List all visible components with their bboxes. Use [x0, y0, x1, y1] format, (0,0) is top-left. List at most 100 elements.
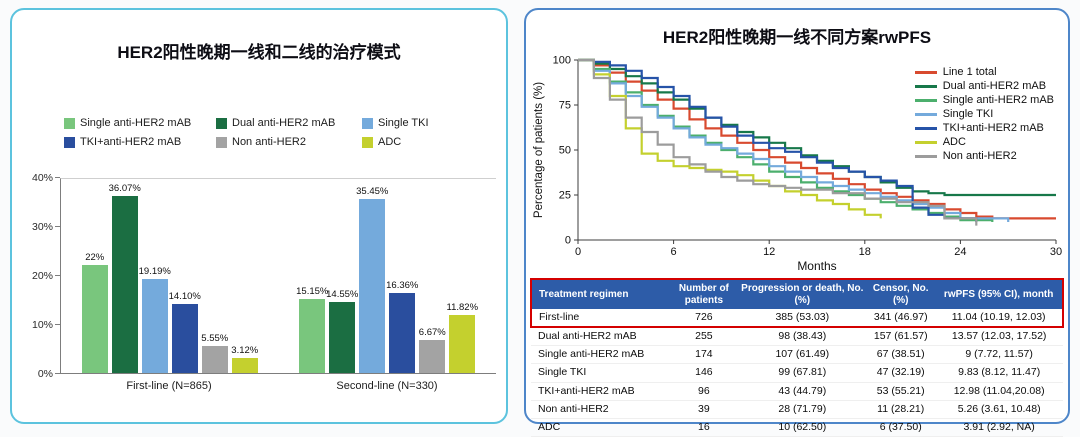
bar-value-label: 6.67% — [418, 327, 446, 339]
bar — [141, 279, 168, 373]
table-cell: 12.98 (11.04,20.08) — [935, 382, 1063, 401]
bar-value-label: 36.07% — [108, 183, 141, 195]
y-tick-mark — [55, 373, 60, 374]
table-row: TKI+anti-HER2 mAB 96 43 (44.79) 53 (55.21) 1… — [531, 382, 1063, 401]
bar-value-label: 14.10% — [168, 290, 201, 302]
table-row: Single TKI 146 99 (67.81) 47 (32.19) 9.83 (8… — [531, 363, 1063, 383]
rwpfs-panel: HER2阳性晚期一线不同方案rwPFS 0 6 12 18 24 30 0 25 50 75 100… — [524, 8, 1070, 437]
km-legend-item: ADC — [914, 136, 1054, 148]
bar-chart-title: HER2阳性晚期一线和二线的治疗模式 — [117, 43, 401, 62]
legend-label: Single TKI — [942, 108, 994, 120]
bar-value-label: 35.45% — [356, 186, 389, 198]
table-cell: Single TKI — [531, 363, 670, 383]
bar-value-label: 19.19% — [138, 266, 171, 277]
table-cell: 43 (44.79) — [738, 382, 867, 401]
legend-line-swatch — [914, 98, 937, 102]
table-cell: 5.26 (3.61, 10.48) — [935, 400, 1063, 419]
bar-value-label: 11.82% — [446, 302, 479, 314]
table-header-cell: Treatment regimen — [529, 278, 670, 309]
table-cell: 157 (61.57) — [866, 327, 936, 347]
bar-value-label: 15.15% — [296, 285, 329, 297]
legend-label: Single anti-HER2 mAB — [80, 117, 192, 129]
table-header-cell: Censor, No. (%) — [866, 278, 936, 309]
km-axes — [574, 59, 1057, 244]
table-cell: 9.83 (8.12, 11.47) — [935, 363, 1063, 383]
table-header-cell: Number of patients — [669, 278, 739, 309]
bar-group: 15.15% 14.55% 35.45% 16.36% 6.67% 11.82% — [279, 179, 497, 373]
legend-label: Non anti-HER2 — [942, 150, 1017, 162]
table-cell: ADC — [531, 418, 670, 437]
legend-label: Single TKI — [378, 117, 429, 129]
km-legend-item: Line 1 total — [914, 66, 1054, 78]
rwpfs-table-head: Treatment regimen Number of patients Progr… — [529, 278, 1064, 309]
svg-text:0: 0 — [575, 246, 581, 258]
table-cell: 28 (71.79) — [738, 400, 867, 419]
svg-text:0: 0 — [565, 235, 571, 247]
treatment-pattern-panel: HER2阳性晚期一线和二线的治疗模式 Single anti-HER2 mAB D… — [10, 8, 508, 424]
table-cell: Single anti-HER2 mAB — [531, 345, 670, 365]
svg-text:100: 100 — [553, 55, 571, 67]
bar-chart-plot-area: 22% 36.07% 19.19% 14.10% 5.55% 3.12% 15.15% 14.… — [60, 178, 496, 374]
bar-legend-item: Single anti-HER2 mAB — [64, 117, 216, 129]
legend-line-swatch — [914, 112, 937, 116]
table-cell: 47 (32.19) — [866, 363, 936, 383]
km-x-axis-label: Months — [797, 259, 836, 273]
rwpfs-table: Treatment regimen Number of patients Progr… — [529, 278, 1064, 437]
bar-group: 22% 36.07% 19.19% 14.10% 5.55% 3.12% — [61, 179, 279, 373]
y-tick-label: 0% — [37, 368, 53, 380]
y-tick-label: 20% — [31, 270, 53, 282]
svg-text:18: 18 — [859, 246, 871, 258]
x-category-label: First-line (N=865) — [126, 380, 212, 392]
bar-value-label: 16.36% — [386, 279, 419, 291]
table-cell: 11 (28.21) — [866, 400, 936, 419]
legend-label: Non anti-HER2 — [232, 136, 306, 148]
y-tick-label: 40% — [31, 172, 53, 184]
legend-line-swatch — [914, 140, 937, 144]
bar — [389, 292, 416, 373]
table-row: Dual anti-HER2 mAB 255 98 (38.43) 157 (61.5… — [531, 327, 1063, 347]
y-tick-mark — [55, 324, 60, 325]
y-tick-mark — [55, 177, 60, 178]
km-tick-labels: 0 6 12 18 24 30 0 25 50 75 100 — [553, 55, 1062, 259]
km-chart: 0 6 12 18 24 30 0 25 50 75 100 Months Percentage of … — [530, 50, 1066, 276]
bar-wrap: 14.10% — [168, 179, 201, 373]
bar — [81, 265, 108, 373]
bar-chart-legend: Single anti-HER2 mAB Dual anti-HER2 mAB Si… — [12, 117, 506, 148]
table-cell: 13.57 (12.03, 17.52) — [935, 327, 1063, 347]
table-header-cell: rwPFS (95% CI), month — [935, 278, 1064, 309]
km-legend-item: Non anti-HER2 — [914, 150, 1054, 162]
legend-label: Line 1 total — [942, 66, 997, 78]
legend-label: TKI+anti-HER2 mAB — [80, 136, 182, 148]
table-cell: First-line — [529, 309, 670, 329]
bar-wrap: 11.82% — [447, 179, 478, 373]
table-cell: 174 — [669, 345, 739, 365]
legend-label: ADC — [942, 136, 966, 148]
legend-swatch — [216, 136, 227, 148]
table-cell: 107 (61.49) — [738, 345, 867, 365]
svg-text:6: 6 — [671, 246, 677, 258]
svg-text:12: 12 — [763, 246, 775, 258]
bar-wrap: 5.55% — [201, 179, 228, 373]
y-tick-mark — [55, 275, 60, 276]
table-cell: 11.04 (10.19, 12.03) — [935, 309, 1064, 329]
legend-swatch — [362, 117, 373, 129]
table-cell: 16 — [669, 418, 739, 437]
km-chart-title: HER2阳性晚期一线不同方案rwPFS — [662, 28, 932, 47]
bar-chart: 0% 10% 20% 30% 40% 22% 36.07% 19.19% 14.10% 5.55… — [24, 172, 496, 380]
bar-wrap: 15.15% — [296, 179, 329, 373]
table-cell: 53 (55.21) — [866, 382, 936, 401]
bar-chart-y-axis: 0% 10% 20% 30% 40% — [24, 172, 60, 380]
bar-wrap: 6.67% — [418, 179, 446, 373]
legend-swatch — [64, 117, 75, 129]
km-curve — [578, 58, 1056, 220]
bar-chart-x-axis: First-line (N=865) Second-line (N=330) — [60, 380, 496, 392]
table-cell: 341 (46.97) — [866, 309, 936, 329]
table-row: ADC 16 10 (62.50) 6 (37.50) 3.91 (2.92, NA) — [531, 418, 1063, 437]
svg-text:25: 25 — [559, 190, 571, 202]
table-cell: 99 (67.81) — [738, 363, 867, 383]
bar-legend-item: TKI+anti-HER2 mAB — [64, 136, 216, 148]
table-cell: Non anti-HER2 — [531, 400, 670, 419]
legend-label: ADC — [378, 136, 402, 148]
km-y-axis-label: Percentage of patients (%) — [533, 82, 545, 218]
